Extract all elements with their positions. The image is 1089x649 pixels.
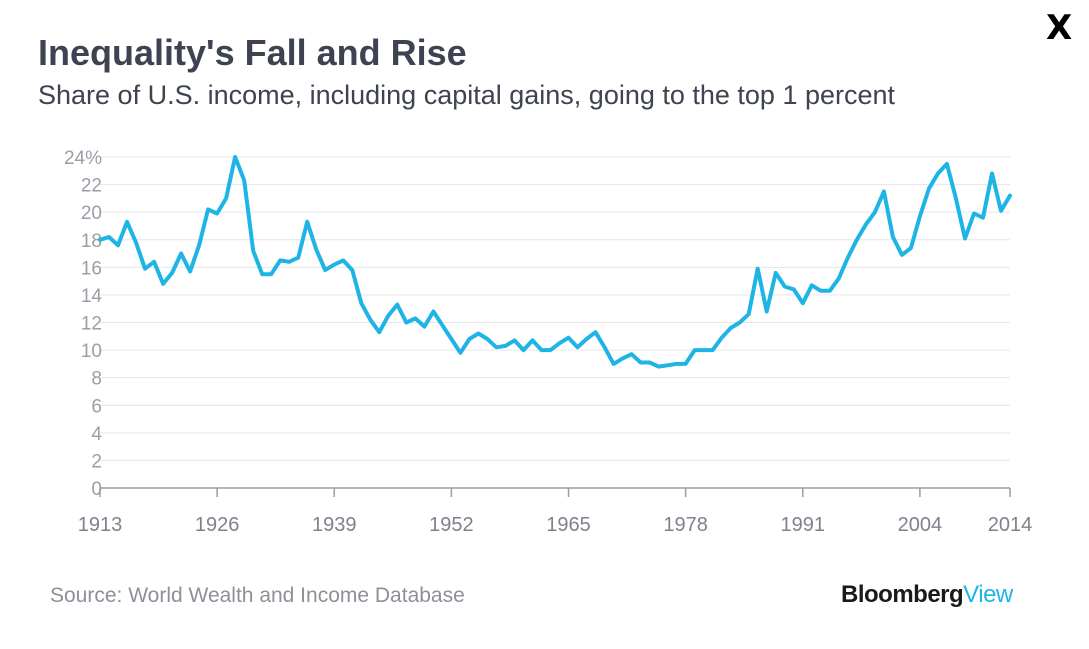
y-tick-label: 0 xyxy=(91,479,102,500)
gridlines xyxy=(100,156,1010,461)
y-tick-label: 14 xyxy=(81,286,103,307)
x-tick-label: 2014 xyxy=(988,514,1033,536)
y-tick-label: 20 xyxy=(81,203,102,224)
y-tick-label: 12 xyxy=(81,314,102,335)
x-tick-label: 1965 xyxy=(546,514,591,536)
logo-accent: View xyxy=(963,581,1013,608)
y-tick-label: 2 xyxy=(91,451,102,472)
x-tick-label: 1991 xyxy=(781,514,826,536)
y-tick-label: 16 xyxy=(81,258,102,279)
series-line xyxy=(98,155,1012,369)
y-tick-label: 18 xyxy=(81,231,102,252)
x-tick-label: 1913 xyxy=(78,514,123,536)
x-tick-label: 2004 xyxy=(898,514,943,536)
y-tick-label: 8 xyxy=(91,369,102,390)
chart-subtitle: Share of U.S. income, including capital … xyxy=(38,80,896,110)
chart-title: Inequality's Fall and Rise xyxy=(38,32,467,73)
y-tick-label: 24% xyxy=(64,148,102,169)
y-tick-label: 10 xyxy=(81,341,102,362)
y-tick-label: 22 xyxy=(81,176,102,197)
y-tick-label: 6 xyxy=(91,396,102,417)
x-tick-label: 1939 xyxy=(312,514,357,536)
series-layer xyxy=(98,155,1012,369)
x-tick-label: 1978 xyxy=(663,514,708,536)
close-button[interactable]: X xyxy=(1046,8,1073,48)
logo-main: Bloomberg xyxy=(841,581,964,608)
x-axis: 1913 1926 1939 1952 1965 1978 1991 2004 2014 xyxy=(78,487,1033,536)
source-note: Source: World Wealth and Income Database xyxy=(50,584,465,607)
y-axis-labels: 0 2 4 6 8 10 12 14 16 18 20 22 24% xyxy=(64,148,102,500)
y-tick-label: 4 xyxy=(91,424,102,445)
x-tick-label: 1926 xyxy=(195,514,240,536)
x-tick-label: 1952 xyxy=(429,514,474,536)
bloomberg-view-logo: BloombergView xyxy=(841,581,1013,609)
